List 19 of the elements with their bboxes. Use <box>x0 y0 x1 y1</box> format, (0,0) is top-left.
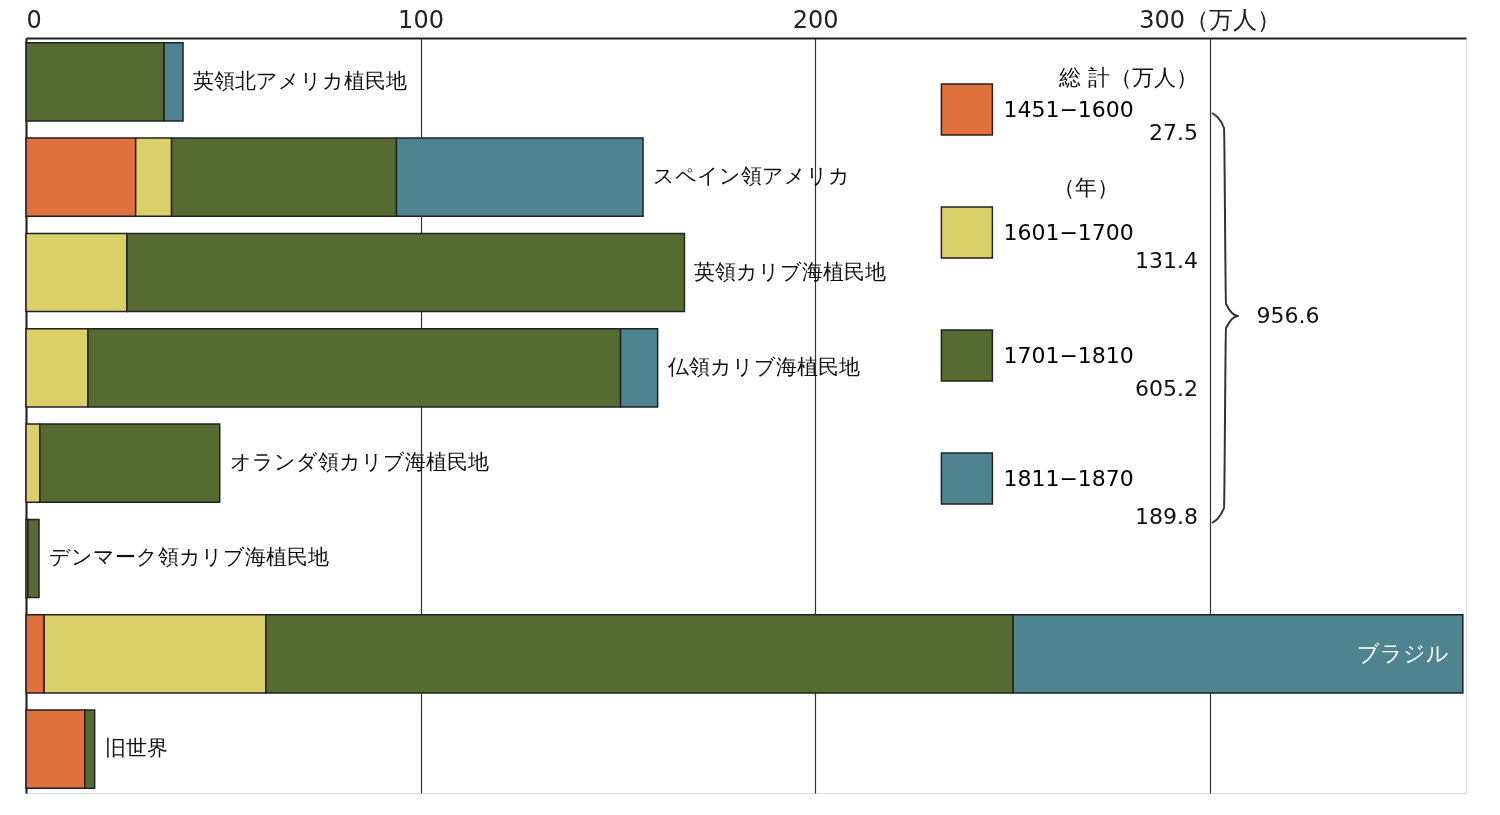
y-tick-label: デンマーク領カリブ海植民地 <box>49 545 330 570</box>
legend-label: 1811−1870 <box>1003 465 1134 491</box>
legend-label: 1601−1700 <box>1003 219 1134 245</box>
annotation: （年） <box>1053 175 1119 200</box>
y-tick-label: 英領北アメリカ植民地 <box>193 68 408 93</box>
annotation: 605.2 <box>1135 376 1198 401</box>
legend-label: 1701−1810 <box>1003 342 1134 368</box>
x-tick-label: 0 <box>26 5 42 34</box>
annotation: 総 計（万人） <box>1058 65 1198 90</box>
x-tick-label: 200 <box>792 5 839 34</box>
legend-label: 1451−1600 <box>1003 96 1134 122</box>
annotation: 189.8 <box>1135 504 1198 529</box>
annotation: 131.4 <box>1135 248 1198 273</box>
y-tick-label: ブラジル <box>1356 640 1449 666</box>
y-tick-label: 旧世界 <box>104 736 168 761</box>
annotation: 956.6 <box>1256 303 1320 328</box>
annotation: 27.5 <box>1149 120 1198 145</box>
x-tick-label: 100 <box>398 5 444 34</box>
x-tick-label: 300（万人） <box>1139 5 1281 34</box>
